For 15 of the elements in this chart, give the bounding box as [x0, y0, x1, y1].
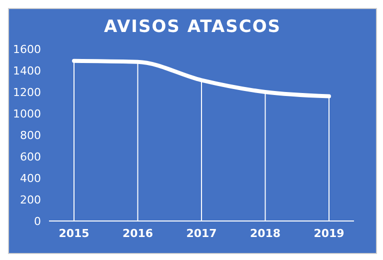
x-tick-label: 2015	[58, 226, 90, 240]
y-tick-label: 800	[20, 128, 41, 142]
x-tick-label: 2019	[314, 226, 344, 240]
y-tick-label: 0	[34, 214, 41, 228]
x-tick-label: 2017	[186, 226, 217, 240]
y-tick-label: 1600	[13, 42, 41, 56]
y-tick-label: 1400	[13, 64, 41, 78]
y-tick-label: 400	[20, 172, 41, 185]
x-tick-label: 2018	[250, 226, 281, 240]
x-tick-label: 2016	[122, 226, 154, 240]
y-tick-label: 1000	[13, 107, 41, 120]
y-tick-label: 200	[20, 193, 41, 206]
y-tick-label: 600	[20, 150, 41, 164]
chart-title: AVISOS ATASCOS	[102, 17, 282, 37]
y-tick-label: 1200	[13, 86, 41, 99]
